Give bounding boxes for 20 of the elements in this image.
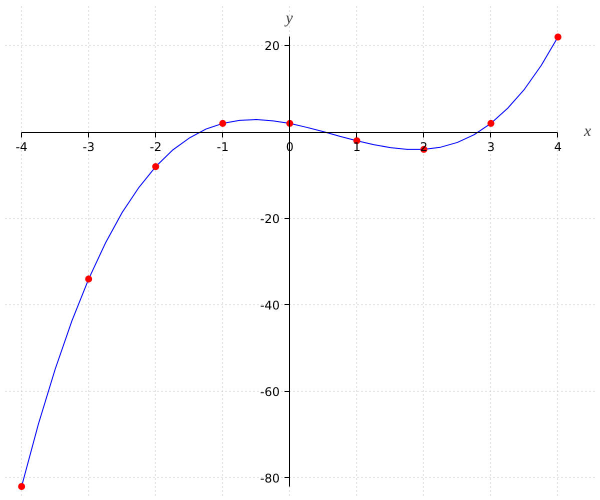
y-tick-label: -40 xyxy=(260,298,280,312)
point xyxy=(85,276,92,283)
x-tick-label: 1 xyxy=(353,140,361,154)
y-tick-label: 20 xyxy=(264,39,280,54)
x-tick-label: -3 xyxy=(82,140,95,154)
x-axis-title: x xyxy=(582,123,592,140)
x-tick-label: -2 xyxy=(150,140,162,154)
point xyxy=(18,483,26,490)
x-tick-label: -1 xyxy=(216,140,229,154)
point xyxy=(152,163,160,170)
point xyxy=(487,120,494,127)
point xyxy=(554,33,562,40)
y-axis-title: y xyxy=(284,10,294,27)
x-tick-label: 3 xyxy=(487,140,495,154)
y-tick-label: -80 xyxy=(260,471,280,486)
y-tick-label: -20 xyxy=(260,212,280,226)
x-tick-label: 4 xyxy=(554,140,562,154)
point xyxy=(219,120,226,127)
y-tick-label: -60 xyxy=(260,384,280,399)
x-tick-label: -4 xyxy=(16,140,28,154)
